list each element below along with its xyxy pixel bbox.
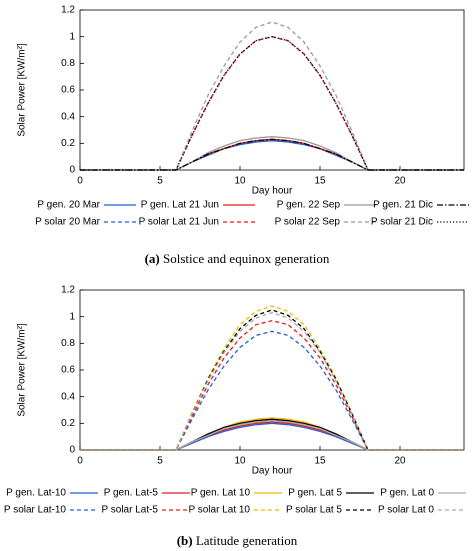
x-tick-label: 10 xyxy=(234,176,246,187)
legend-label: P gen. 20 Mar xyxy=(37,200,100,211)
y-tick-label: 0.6 xyxy=(61,85,75,96)
series-line xyxy=(80,35,464,171)
series-line xyxy=(80,420,464,451)
legend-label: P gen. Lat 10 xyxy=(191,488,251,499)
series-line xyxy=(80,330,464,451)
y-tick-label: 0.2 xyxy=(61,418,75,429)
x-tick-label: 0 xyxy=(77,176,83,187)
legend-label: P gen. Lat 0 xyxy=(380,488,434,499)
legend-label: P solar 20 Mar xyxy=(35,217,101,228)
y-tick-label: 1 xyxy=(69,31,75,42)
x-tick-label: 10 xyxy=(234,456,246,467)
series-line xyxy=(80,319,464,451)
y-tick-label: 1.2 xyxy=(61,285,75,296)
legend-label: P gen. Lat 21 Jun xyxy=(141,200,219,211)
x-tick-label: 20 xyxy=(394,176,406,187)
legend-label: P solar Lat 10 xyxy=(188,505,250,516)
y-tick-label: 0 xyxy=(69,445,75,456)
legend-label: P gen. 21 Dic xyxy=(373,200,433,211)
legend-label: P gen. 22 Sep xyxy=(277,200,341,211)
y-tick-label: 1 xyxy=(69,311,75,322)
series-line xyxy=(80,138,464,171)
y-tick-label: 0.2 xyxy=(61,138,75,149)
y-axis-label: Solar Power [KW/m²] xyxy=(17,43,28,137)
series-line xyxy=(80,140,464,171)
series-line xyxy=(80,311,464,451)
legend-label: P solar Lat-10 xyxy=(4,505,67,516)
x-tick-label: 20 xyxy=(394,456,406,467)
legend-label: P solar Lat 5 xyxy=(286,505,342,516)
y-tick-label: 0.6 xyxy=(61,365,75,376)
caption: (b) Latitude generation xyxy=(177,533,298,548)
y-tick-label: 0.8 xyxy=(61,338,75,349)
caption-text: Latitude generation xyxy=(196,533,298,548)
legend-label: P gen. Lat-5 xyxy=(104,488,159,499)
x-tick-label: 5 xyxy=(157,456,163,467)
series-line xyxy=(80,138,464,171)
caption: (a) Solstice and equinox generation xyxy=(145,251,330,266)
series-line xyxy=(80,305,464,451)
x-axis-label: Day hour xyxy=(252,466,293,477)
x-tick-label: 5 xyxy=(157,176,163,187)
legend-label: P solar 21 Dic xyxy=(371,217,433,228)
y-tick-label: 0.4 xyxy=(61,111,75,122)
y-axis-label: Solar Power [KW/m²] xyxy=(17,323,28,417)
series-line xyxy=(80,421,464,451)
legend-label: P gen. Lat 5 xyxy=(288,488,342,499)
caption-label: (b) xyxy=(177,533,193,548)
series-line xyxy=(80,35,464,171)
caption-text: Solstice and equinox generation xyxy=(163,251,330,266)
x-axis-label: Day hour xyxy=(252,186,293,197)
legend-label: P solar 22 Sep xyxy=(275,217,341,228)
plot-frame xyxy=(79,9,465,171)
x-tick-label: 15 xyxy=(314,176,326,187)
x-tick-label: 15 xyxy=(314,456,326,467)
series-line xyxy=(80,21,464,171)
caption-label: (a) xyxy=(145,251,160,266)
plot-frame xyxy=(79,289,465,451)
x-tick-label: 0 xyxy=(77,456,83,467)
y-tick-label: 0.4 xyxy=(61,391,75,402)
y-tick-label: 0 xyxy=(69,165,75,176)
series-line xyxy=(80,136,464,171)
legend-label: P solar Lat 21 Jun xyxy=(139,217,219,228)
legend-label: P gen. Lat-10 xyxy=(6,488,66,499)
y-tick-label: 1.2 xyxy=(61,5,75,16)
legend-label: P solar Lat-5 xyxy=(101,505,158,516)
series-line xyxy=(80,35,464,171)
y-tick-label: 0.8 xyxy=(61,58,75,69)
series-line xyxy=(80,422,464,451)
legend-label: P solar Lat 0 xyxy=(378,505,434,516)
